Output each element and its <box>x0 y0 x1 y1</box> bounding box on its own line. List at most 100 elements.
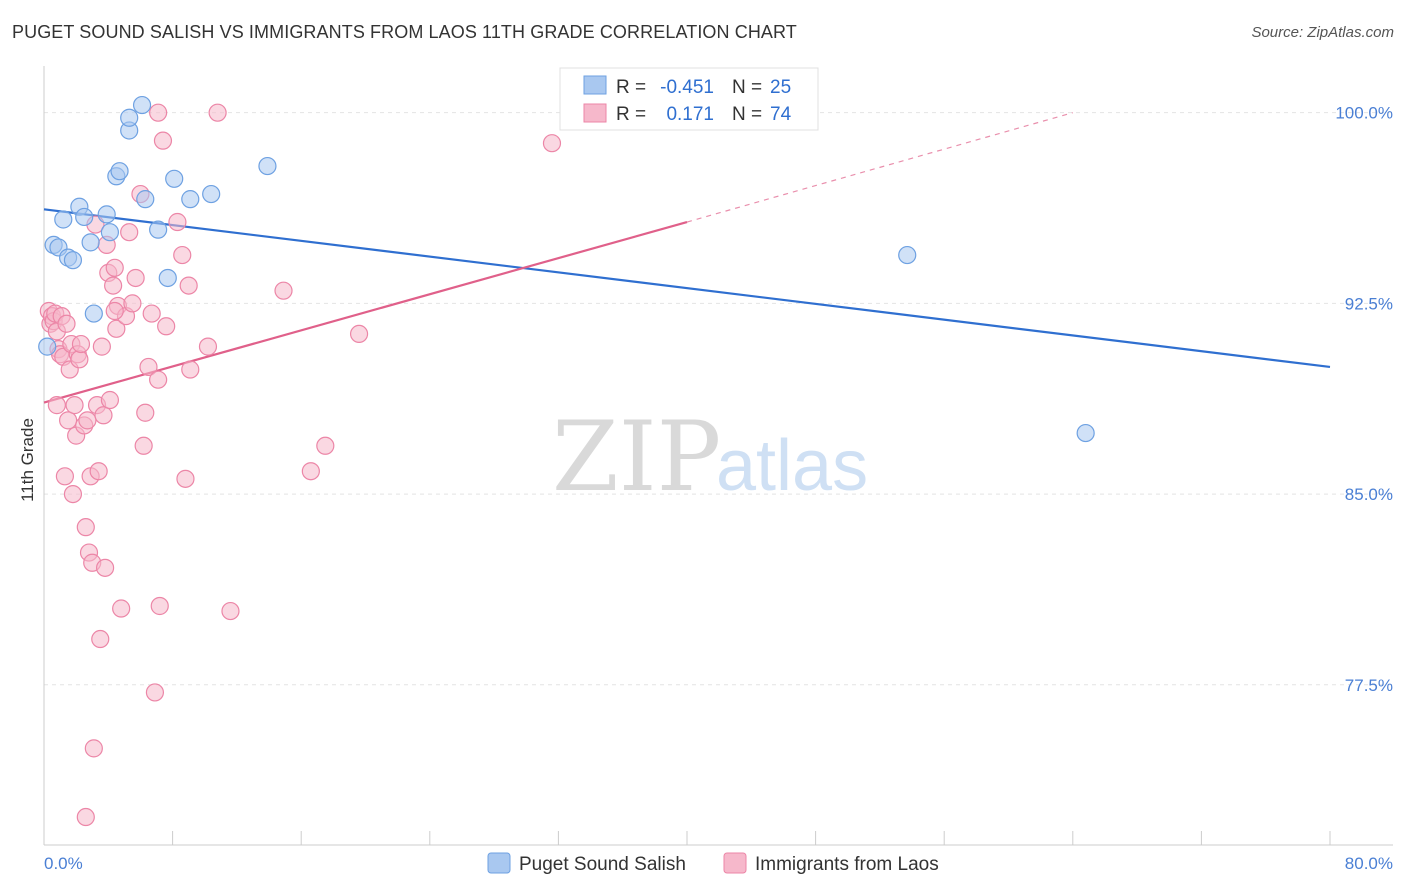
y-tick-label: 92.5% <box>1345 294 1393 313</box>
legend-n-label-laos: N = <box>732 104 762 125</box>
data-point-series-1-54 <box>149 370 168 389</box>
data-point-series-1-60 <box>176 469 195 488</box>
data-point-series-1-62 <box>181 360 200 379</box>
data-point-series-1-51 <box>139 357 158 377</box>
data-point-series-0-22 <box>202 184 221 204</box>
legend-r-value-salish: -0.451 <box>660 77 714 98</box>
data-point-series-1-56 <box>153 131 173 150</box>
data-point-series-1-64 <box>208 103 227 122</box>
legend-n-value-laos: 74 <box>770 104 792 125</box>
data-point-series-0-3 <box>54 210 73 229</box>
data-point-series-1-21 <box>71 334 91 354</box>
data-point-series-1-41 <box>107 319 126 338</box>
data-point-series-1-11 <box>55 467 74 486</box>
series-legend-swatch-laos <box>723 852 747 874</box>
data-point-series-1-28 <box>84 739 103 758</box>
data-point-series-1-47 <box>126 268 145 288</box>
data-point-series-1-38 <box>100 390 120 410</box>
watermark-atlas: atlas <box>716 426 868 506</box>
data-point-series-1-20 <box>70 350 89 369</box>
series-legend-label-salish: Puget Sound Salish <box>519 854 686 875</box>
data-point-series-1-39 <box>104 276 123 295</box>
data-point-series-1-17 <box>65 396 84 415</box>
data-point-series-1-71 <box>105 301 124 321</box>
data-point-series-0-0 <box>38 337 57 356</box>
data-point-series-1-13 <box>59 411 78 430</box>
data-point-series-1-69 <box>349 324 369 344</box>
data-point-series-0-7 <box>75 207 94 227</box>
data-point-series-0-15 <box>120 108 139 127</box>
data-point-series-1-16 <box>63 484 83 504</box>
data-point-series-1-24 <box>78 411 97 430</box>
data-point-series-1-65 <box>221 601 240 621</box>
data-point-series-1-59 <box>173 245 192 265</box>
legend-n-label-salish: N = <box>732 77 762 98</box>
legend-r-label-laos: R = <box>616 104 646 125</box>
data-point-series-1-72 <box>542 134 562 153</box>
data-point-series-0-13 <box>110 162 129 181</box>
data-point-series-1-23 <box>76 518 95 537</box>
series-legend-label-laos: Immigrants from Laos <box>755 854 939 875</box>
data-point-series-0-25 <box>1076 423 1095 443</box>
chart-title: PUGET SOUND SALISH VS IMMIGRANTS FROM LA… <box>12 22 797 42</box>
series-legend-swatch-salish <box>487 852 511 874</box>
data-point-series-1-53 <box>145 683 165 702</box>
y-axis-label: 11th Grade <box>18 418 37 502</box>
data-point-series-0-23 <box>258 156 277 176</box>
series-legend: Puget Sound Salish Immigrants from Laos <box>487 852 939 875</box>
data-point-series-1-58 <box>168 212 187 232</box>
data-point-series-0-5 <box>63 251 83 270</box>
data-point-series-1-32 <box>91 629 110 649</box>
data-point-series-1-73 <box>149 103 168 122</box>
x-tick-label-max: 80.0% <box>1345 854 1393 873</box>
legend-n-value-salish: 25 <box>770 77 791 98</box>
data-point-series-1-34 <box>94 406 113 425</box>
y-tick-labels: 100.0% 92.5% 85.0% 77.5% <box>1335 104 1393 695</box>
data-point-series-0-20 <box>165 169 184 188</box>
data-point-series-1-55 <box>150 596 169 616</box>
legend-r-label-salish: R = <box>616 77 646 98</box>
data-points <box>38 95 1095 827</box>
data-point-series-1-66 <box>274 281 293 300</box>
legend-swatch-salish <box>583 75 607 95</box>
data-point-series-1-50 <box>136 403 155 422</box>
data-point-series-1-70 <box>76 807 95 827</box>
data-point-series-1-45 <box>120 223 139 242</box>
data-point-series-1-12 <box>57 314 76 333</box>
data-point-series-1-43 <box>112 599 131 618</box>
data-point-series-1-63 <box>198 337 218 356</box>
trend-line-extension-series-1 <box>686 112 1073 223</box>
data-point-series-1-61 <box>179 276 198 295</box>
watermark-zip: ZIP <box>552 401 721 513</box>
data-point-series-0-24 <box>898 245 917 265</box>
data-point-series-0-16 <box>132 95 152 115</box>
data-point-series-0-8 <box>81 233 100 252</box>
y-tick-label: 85.0% <box>1345 485 1393 504</box>
data-point-series-1-57 <box>157 317 176 336</box>
data-point-series-0-11 <box>100 223 120 242</box>
data-point-series-1-49 <box>134 436 153 455</box>
legend-r-value-laos: 0.171 <box>666 104 714 125</box>
data-point-series-0-19 <box>158 268 177 288</box>
data-point-series-1-52 <box>142 304 161 323</box>
x-tick-label-min: 0.0% <box>44 854 83 873</box>
data-point-series-1-31 <box>89 462 108 481</box>
data-point-series-1-6 <box>47 396 66 415</box>
trend-line-series-0 <box>43 208 1331 369</box>
data-point-series-1-33 <box>92 337 111 356</box>
correlation-legend: R = -0.451 N = 25 R = 0.171 N = 74 <box>559 67 819 131</box>
watermark: ZIP atlas <box>552 401 868 513</box>
data-point-series-1-46 <box>123 294 142 313</box>
data-point-series-1-68 <box>316 436 335 455</box>
trendlines <box>43 112 1331 404</box>
data-point-series-0-21 <box>181 190 200 209</box>
data-point-series-1-40 <box>105 258 124 277</box>
data-point-series-1-67 <box>301 462 320 481</box>
data-point-series-1-35 <box>95 558 115 577</box>
source-attribution: Source: ZipAtlas.com <box>1251 24 1394 41</box>
data-point-series-0-17 <box>136 190 155 209</box>
data-point-series-0-18 <box>149 220 168 239</box>
data-point-series-0-10 <box>97 205 116 224</box>
y-tick-label: 77.5% <box>1345 676 1393 695</box>
